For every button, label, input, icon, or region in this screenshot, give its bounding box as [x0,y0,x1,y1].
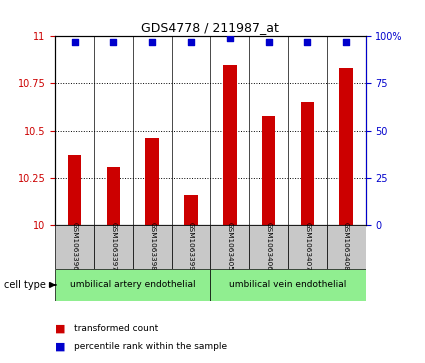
Text: GSM1063407: GSM1063407 [304,223,310,271]
Bar [223,65,237,225]
Point [227,35,233,41]
Bar [55,225,94,269]
Bar [184,195,198,225]
Text: transformed count: transformed count [74,324,159,333]
Point [149,39,156,45]
Bar [172,225,210,269]
Bar [94,225,133,269]
Bar [145,138,159,225]
Bar [249,225,288,269]
Text: GSM1063408: GSM1063408 [343,223,349,271]
Text: GSM1063398: GSM1063398 [149,223,155,271]
Point [110,39,117,45]
Text: ■: ■ [55,323,66,334]
Bar [262,115,275,225]
Text: GSM1063397: GSM1063397 [110,223,116,271]
Bar [327,225,366,269]
Text: percentile rank within the sample: percentile rank within the sample [74,342,227,351]
Bar [107,167,120,225]
Bar [55,269,210,301]
Bar [288,225,327,269]
Bar [210,225,249,269]
Point [187,39,194,45]
Bar [210,269,366,301]
Point [265,39,272,45]
Text: ■: ■ [55,342,66,352]
Text: GSM1063396: GSM1063396 [72,223,78,271]
Bar [68,155,82,225]
Point [71,39,78,45]
Bar [133,225,172,269]
Bar [300,102,314,225]
Text: umbilical artery endothelial: umbilical artery endothelial [70,281,196,289]
Text: GSM1063405: GSM1063405 [227,223,233,271]
Text: umbilical vein endothelial: umbilical vein endothelial [229,281,347,289]
Text: GSM1063399: GSM1063399 [188,223,194,271]
Bar [339,68,353,225]
Point [343,39,349,45]
Text: cell type: cell type [4,280,46,290]
Title: GDS4778 / 211987_at: GDS4778 / 211987_at [142,21,279,34]
Text: GSM1063406: GSM1063406 [266,223,272,271]
Point [304,39,311,45]
